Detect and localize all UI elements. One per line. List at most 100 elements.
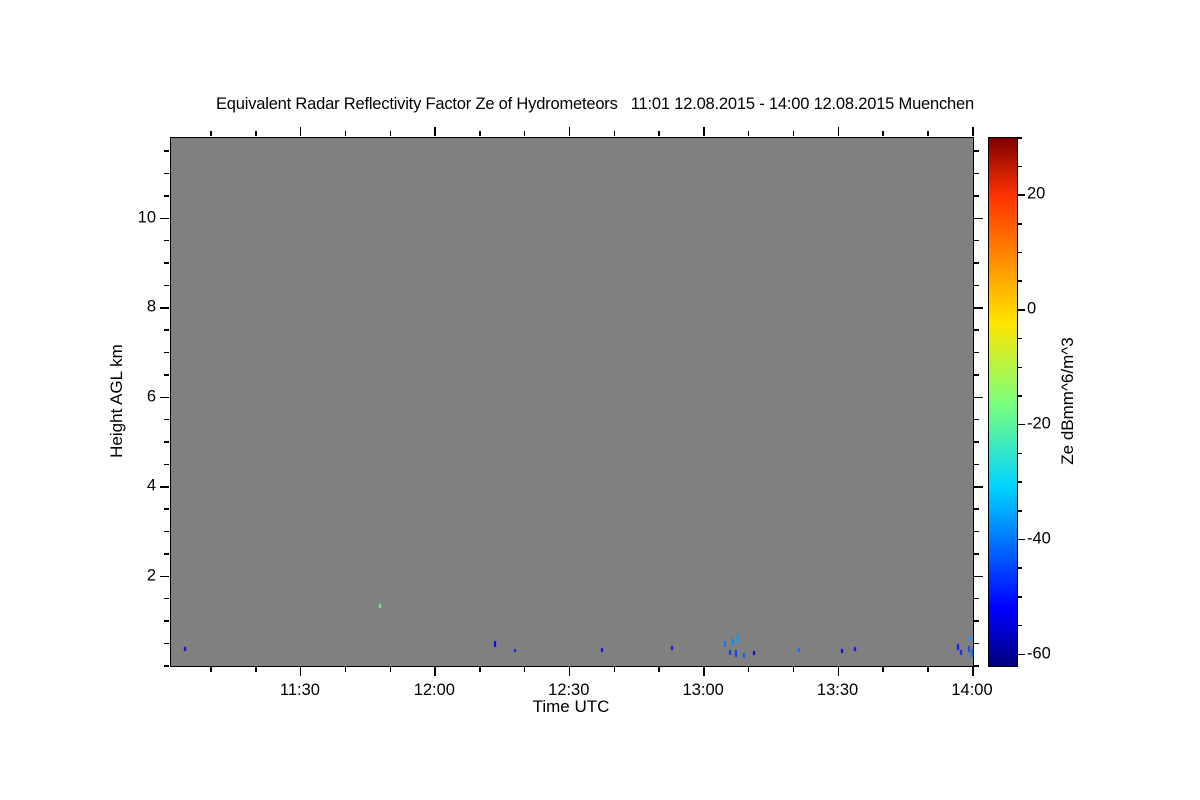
y-tick-right [973, 441, 979, 443]
y-tick-right [973, 239, 979, 242]
colorbar-tick-label: 20 [1027, 184, 1046, 203]
y-tick-right [973, 553, 979, 555]
colorbar-tick-major [1017, 423, 1025, 426]
y-tick-minor [163, 553, 169, 555]
colorbar-tick-minor [1017, 567, 1022, 569]
colorbar-tick-minor [1017, 223, 1022, 225]
x-tick-minor [523, 666, 526, 672]
colorbar-tick-minor [1017, 624, 1022, 627]
y-tick-minor [163, 441, 169, 443]
x-tick-top [747, 130, 750, 136]
y-tick-label: 6 [146, 387, 156, 406]
x-tick-minor [389, 666, 392, 672]
y-axis-title: Height AGL km [107, 344, 126, 458]
x-axis-title: Time UTC [532, 697, 610, 716]
x-tick-top [792, 130, 795, 136]
x-tick-label: 14:00 [951, 681, 993, 699]
colorbar-tick-label: 0 [1027, 299, 1037, 318]
y-tick-minor [163, 239, 169, 242]
y-tick-major [159, 396, 169, 399]
x-tick-top [523, 130, 526, 136]
x-tick-label: 12:00 [413, 681, 455, 699]
y-tick-major [159, 486, 169, 488]
y-tick-label: 8 [146, 297, 156, 316]
y-tick-minor [163, 418, 169, 421]
y-tick-right [973, 351, 979, 354]
y-tick-major [159, 575, 169, 577]
x-tick-minor [658, 666, 660, 672]
x-tick-top [927, 130, 929, 136]
y-tick-minor [163, 262, 169, 264]
x-tick-top [837, 126, 840, 136]
colorbar-title: Ze dBmm^6/m^3 [1058, 337, 1077, 465]
y-tick-minor [163, 597, 169, 600]
y-tick-right [973, 150, 979, 152]
x-tick-minor [255, 666, 257, 672]
y-tick-minor [163, 284, 169, 287]
x-tick-major [972, 666, 974, 676]
colorbar-tick-minor [1017, 337, 1022, 340]
y-tick-right [973, 329, 979, 331]
y-tick-minor [163, 463, 169, 466]
y-tick-right [973, 575, 983, 577]
colorbar-tick-minor [1017, 596, 1022, 598]
x-tick-top [299, 126, 302, 136]
y-tick-right [973, 418, 979, 421]
colorbar-tick-minor [1017, 165, 1022, 168]
colorbar-tick-label: -40 [1027, 529, 1051, 548]
y-tick-minor [163, 374, 169, 376]
y-tick-right [973, 463, 979, 466]
x-tick-top [703, 126, 705, 136]
colorbar-tick-minor [1017, 510, 1022, 512]
y-tick-right [973, 530, 979, 533]
reflectivity-heatmap-canvas [171, 138, 973, 666]
colorbar-tick-minor [1017, 481, 1022, 483]
y-tick-minor [163, 508, 169, 510]
colorbar-tick-major [1017, 538, 1025, 541]
x-tick-minor [882, 666, 884, 672]
colorbar-tick-label: -20 [1027, 414, 1051, 433]
x-tick-minor [344, 666, 347, 672]
y-tick-right [973, 597, 979, 600]
x-tick-major [299, 666, 302, 676]
x-tick-top [882, 130, 884, 136]
x-tick-top [344, 130, 347, 136]
y-tick-minor [163, 195, 169, 197]
y-tick-label: 4 [146, 476, 156, 495]
colorbar-tick-minor [1017, 280, 1022, 282]
y-tick-minor [163, 329, 169, 331]
y-tick-right [973, 284, 979, 287]
colorbar-tick-minor [1017, 366, 1022, 369]
y-tick-minor [163, 172, 169, 175]
y-tick-minor [163, 530, 169, 533]
x-tick-label: 12:30 [548, 681, 590, 699]
x-tick-top [658, 130, 660, 136]
colorbar-tick-label: -60 [1027, 644, 1051, 663]
colorbar-tick-minor [1017, 137, 1022, 139]
x-tick-minor [479, 666, 481, 672]
y-tick-right [973, 262, 979, 264]
x-tick-label: 11:30 [279, 681, 320, 699]
x-tick-top [613, 130, 616, 136]
x-tick-label: 13:00 [682, 681, 724, 699]
y-tick-right [973, 508, 979, 510]
x-tick-major [434, 666, 436, 676]
chart-title: Equivalent Radar Reflectivity Factor Ze … [215, 95, 974, 113]
x-tick-top [389, 130, 392, 136]
colorbar-tick-major [1017, 309, 1025, 311]
x-tick-label: 13:30 [816, 681, 859, 699]
y-tick-label: 2 [146, 566, 156, 584]
colorbar-gradient [989, 138, 1017, 666]
x-tick-major [703, 666, 705, 676]
x-tick-minor [792, 666, 795, 672]
y-tick-minor [163, 351, 169, 354]
y-tick-label: 10 [137, 208, 156, 227]
colorbar-tick-minor [1017, 452, 1022, 455]
x-tick-minor [927, 666, 929, 672]
x-tick-top [972, 126, 974, 136]
y-tick-right [973, 195, 979, 197]
y-tick-minor [163, 642, 169, 645]
colorbar-tick-minor [1017, 395, 1022, 397]
x-tick-top [255, 130, 257, 136]
y-tick-major [159, 307, 169, 309]
